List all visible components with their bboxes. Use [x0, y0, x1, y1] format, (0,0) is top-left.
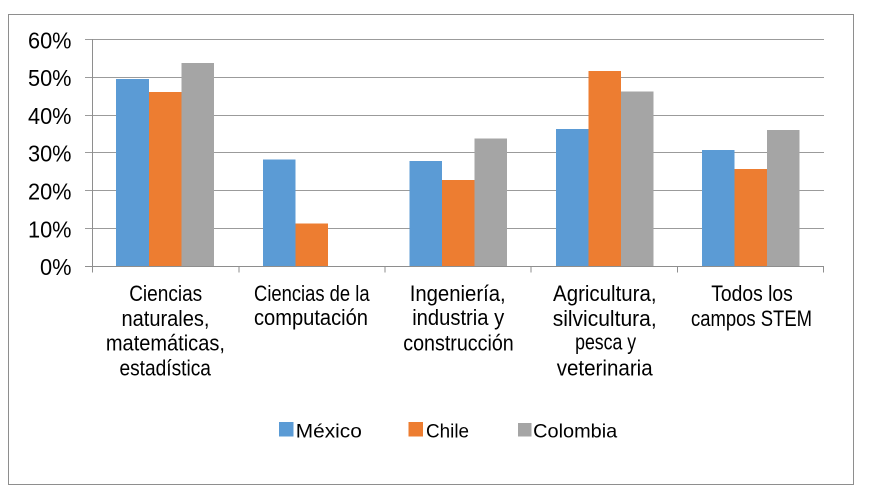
svg-text:industria y: industria y [412, 305, 504, 330]
svg-text:matemáticas,: matemáticas, [106, 331, 225, 356]
svg-text:silvicultura,: silvicultura, [553, 306, 657, 331]
svg-text:computación: computación [254, 305, 368, 330]
svg-text:naturales,: naturales, [122, 306, 210, 331]
svg-text:Todos los: Todos los [711, 281, 793, 306]
svg-text:Chile: Chile [426, 420, 469, 442]
svg-text:Ciencias: Ciencias [129, 281, 202, 306]
svg-text:0%: 0% [40, 254, 72, 280]
svg-text:40%: 40% [28, 103, 72, 129]
svg-text:Agricultura,: Agricultura, [553, 281, 657, 306]
svg-text:30%: 30% [28, 141, 72, 167]
svg-text:50%: 50% [28, 65, 72, 91]
svg-text:construcción: construcción [403, 331, 514, 356]
svg-text:México: México [296, 420, 362, 442]
svg-text:20%: 20% [28, 179, 72, 205]
svg-text:Ciencias de la: Ciencias de la [254, 281, 370, 306]
svg-text:estadística: estadística [119, 356, 211, 381]
svg-text:campos STEM: campos STEM [691, 306, 812, 331]
svg-text:60%: 60% [28, 27, 72, 53]
svg-text:10%: 10% [28, 216, 72, 242]
svg-text:veterinaria: veterinaria [557, 356, 654, 381]
svg-text:pesca y: pesca y [575, 330, 636, 355]
svg-text:Colombia: Colombia [533, 420, 617, 442]
svg-text:Ingeniería,: Ingeniería, [410, 281, 506, 306]
